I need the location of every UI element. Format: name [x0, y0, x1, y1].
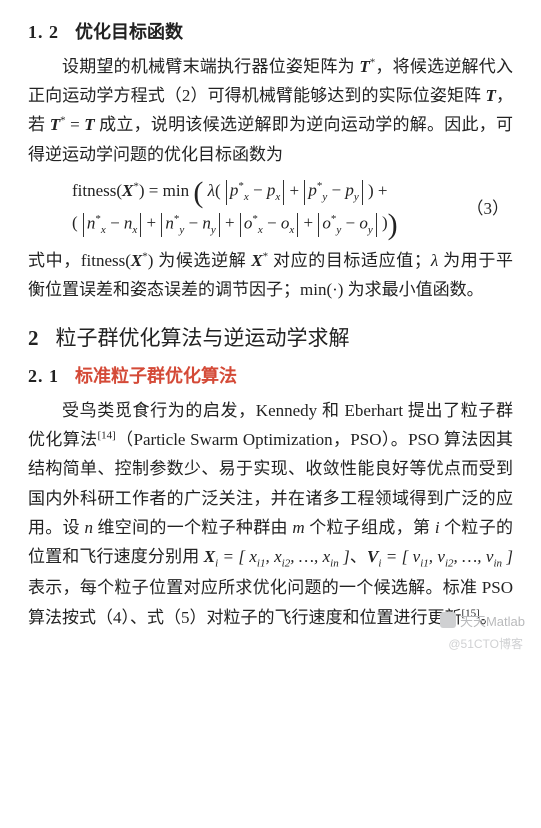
op: + — [147, 213, 161, 232]
sub: x — [132, 224, 137, 236]
sym: n — [202, 213, 211, 232]
op: − — [249, 181, 267, 200]
page: 1. 2 优化目标函数 设期望的机械臂末端执行器位姿矩阵为 T*，将候选逆解代入… — [0, 0, 541, 660]
op: − — [341, 213, 359, 232]
equation-3-line1: fitness(X*) = min ( λ( p*x − px + p*y − … — [28, 175, 387, 207]
watermark-top: 天天Matlab — [440, 611, 525, 630]
text: ) 为候选逆解 — [148, 251, 252, 270]
op: − — [106, 213, 124, 232]
op: + — [290, 181, 304, 200]
sym: o — [322, 213, 331, 232]
section-1-2-post: 式中，fitness(X*) 为候选逆解 X* 对应的目标适应值；λ 为用于平衡… — [28, 246, 513, 304]
symbol-T: T — [486, 86, 496, 105]
symbol-T-star: T — [359, 57, 369, 76]
citation: [14] — [97, 430, 115, 442]
section-number: 2 — [28, 326, 40, 350]
symbol-X: X — [122, 181, 133, 200]
section-title: 优化目标函数 — [75, 22, 183, 42]
sym: p — [308, 181, 317, 200]
symbol-T-star: T — [50, 115, 60, 134]
symbol-n: n — [84, 518, 93, 537]
abs-term: n*x − nx — [83, 213, 141, 237]
section-1-2-heading: 1. 2 优化目标函数 — [28, 18, 513, 44]
symbol-X: X — [251, 251, 262, 270]
wechat-icon — [440, 612, 456, 628]
symbol-lambda: λ — [208, 181, 215, 200]
text: 对应的目标适应值； — [268, 251, 431, 270]
section-number: 2. 1 — [28, 366, 59, 386]
text: ) = min — [139, 181, 189, 200]
paren-close: ) — [388, 208, 398, 241]
op: − — [184, 213, 202, 232]
symbol-m: m — [292, 518, 304, 537]
abs-term: p*y − py — [304, 180, 362, 204]
symbol-Xi: X — [204, 547, 215, 566]
text: 成立，说明该候选逆解即为逆向运动学的解。因此，可得逆运动学问题的优化目标函数为 — [28, 115, 513, 163]
symbol-X: X — [131, 251, 142, 270]
sub: y — [354, 191, 359, 203]
text: 维空间的一个粒子种群由 — [93, 518, 292, 537]
section-title: 标准粒子群优化算法 — [75, 366, 237, 386]
paren-open: ( — [193, 176, 203, 209]
vi-list: = [ vi1, vi2, …, vin ] — [381, 547, 513, 566]
section-2-1-paragraph: 受鸟类觅食行为的启发，Kennedy 和 Eberhart 提出了粒子群优化算法… — [28, 396, 513, 632]
op: − — [327, 181, 345, 200]
abs-term: p*x − px — [226, 180, 284, 204]
equation-number: （3） — [467, 193, 514, 225]
sub: y — [368, 224, 373, 236]
text: = — [66, 115, 85, 134]
abs-term: o*x − ox — [240, 213, 298, 237]
sym: o — [359, 213, 368, 232]
sym: p — [345, 181, 354, 200]
section-2-heading: 2 粒子群优化算法与逆运动学求解 — [28, 322, 513, 352]
section-number: 1. 2 — [28, 22, 59, 42]
section-2-1-heading: 2. 1 标准粒子群优化算法 — [28, 362, 513, 388]
abs-term: n*y − ny — [161, 213, 219, 237]
sub: x — [275, 191, 280, 203]
abs-term: o*y − oy — [318, 213, 376, 237]
sym: n — [165, 213, 174, 232]
sub: x — [289, 224, 294, 236]
symbol-Vi: V — [367, 547, 378, 566]
fn-fitness: fitness( — [72, 181, 122, 200]
op: − — [263, 213, 281, 232]
watermark-text: @51CTO博客 — [448, 637, 523, 651]
text: 个粒子组成，第 — [305, 518, 435, 537]
text: 式中，fitness( — [28, 251, 131, 270]
equation-3-line2: ( n*x − nx + n*y − ny + o*x − ox + o*y −… — [28, 207, 513, 239]
section-title: 粒子群优化算法与逆运动学求解 — [56, 326, 350, 350]
op: + — [225, 213, 239, 232]
sub: y — [211, 224, 216, 236]
watermark-bottom: @51CTO博客 — [448, 635, 523, 652]
text: 设期望的机械臂末端执行器位姿矩阵为 — [62, 57, 359, 76]
symbol-T: T — [84, 115, 94, 134]
xi-list: = [ xi1, xi2, …, xin ] — [218, 547, 350, 566]
op: + — [303, 213, 317, 232]
section-1-2-paragraph: 设期望的机械臂末端执行器位姿矩阵为 T*，将候选逆解代入正向运动学方程式（2）可… — [28, 52, 513, 169]
equation-3: fitness(X*) = min ( λ( p*x − px + p*y − … — [28, 175, 513, 240]
text: 、 — [350, 547, 367, 566]
watermark-text: 天天Matlab — [460, 611, 525, 630]
